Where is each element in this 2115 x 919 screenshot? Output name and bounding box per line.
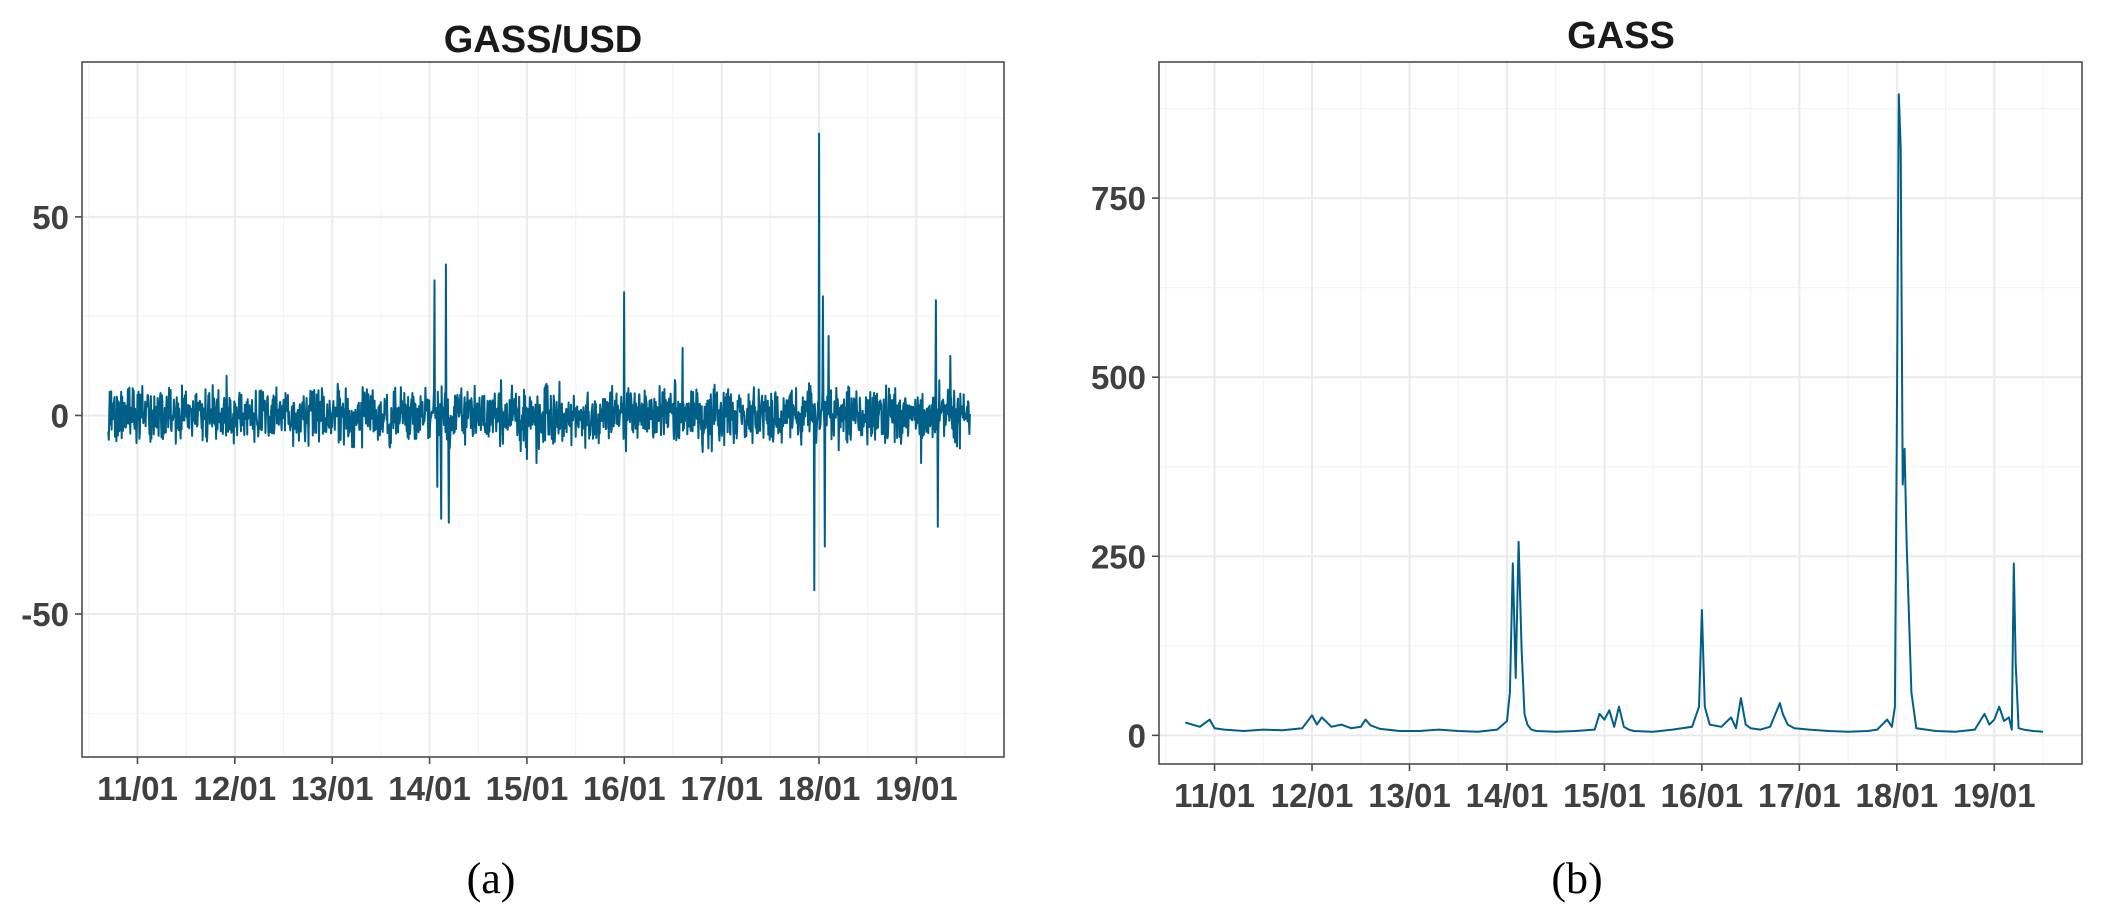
x-tick-label: 13/01 <box>1368 777 1451 814</box>
x-tick-label: 18/01 <box>778 770 861 807</box>
plot-frame <box>1158 61 2083 765</box>
x-tick-label: 16/01 <box>1661 777 1744 814</box>
x-tick-label: 14/01 <box>1466 777 1549 814</box>
y-tick-label: -50 <box>21 596 69 633</box>
y-tick-label: 250 <box>1091 538 1146 575</box>
x-tick-label: 11/01 <box>1174 777 1255 814</box>
x-tick-label: 12/01 <box>1271 777 1354 814</box>
x-tick-label: 19/01 <box>1953 777 2036 814</box>
x-tick-label: 19/01 <box>875 770 958 807</box>
x-tick-label: 16/01 <box>583 770 666 807</box>
x-tick-label: 18/01 <box>1856 777 1939 814</box>
x-tick-label: 17/01 <box>1758 777 1841 814</box>
x-tick-label: 11/01 <box>97 770 178 807</box>
x-tick-label: 17/01 <box>680 770 763 807</box>
y-tick-label: 50 <box>32 199 69 236</box>
y-tick-label: 750 <box>1091 180 1146 217</box>
caption-b: (b) <box>1551 854 1602 903</box>
x-tick-label: 12/01 <box>194 770 277 807</box>
chart-title: GASS/USD <box>444 19 642 61</box>
caption-a: (a) <box>467 854 516 903</box>
series-line <box>1185 93 2044 733</box>
x-tick-label: 14/01 <box>388 770 471 807</box>
chart-panel-b: 11/01 12/01 13/01 14/01 15/01 16/01 17/01 18/01… <box>1091 15 2083 814</box>
y-tick-label: 0 <box>1128 717 1146 754</box>
series-line <box>107 132 971 592</box>
chart-title: GASS <box>1567 15 1675 57</box>
x-tick-label: 15/01 <box>1563 777 1646 814</box>
chart-panel-a: 11/01 12/01 13/01 14/01 15/01 16/01 17/01 18/01… <box>21 19 1005 807</box>
y-tick-label: 0 <box>51 397 69 434</box>
y-tick-label: 500 <box>1091 359 1146 396</box>
plot-frame <box>81 61 1005 758</box>
x-tick-label: 15/01 <box>486 770 569 807</box>
x-tick-label: 13/01 <box>291 770 374 807</box>
